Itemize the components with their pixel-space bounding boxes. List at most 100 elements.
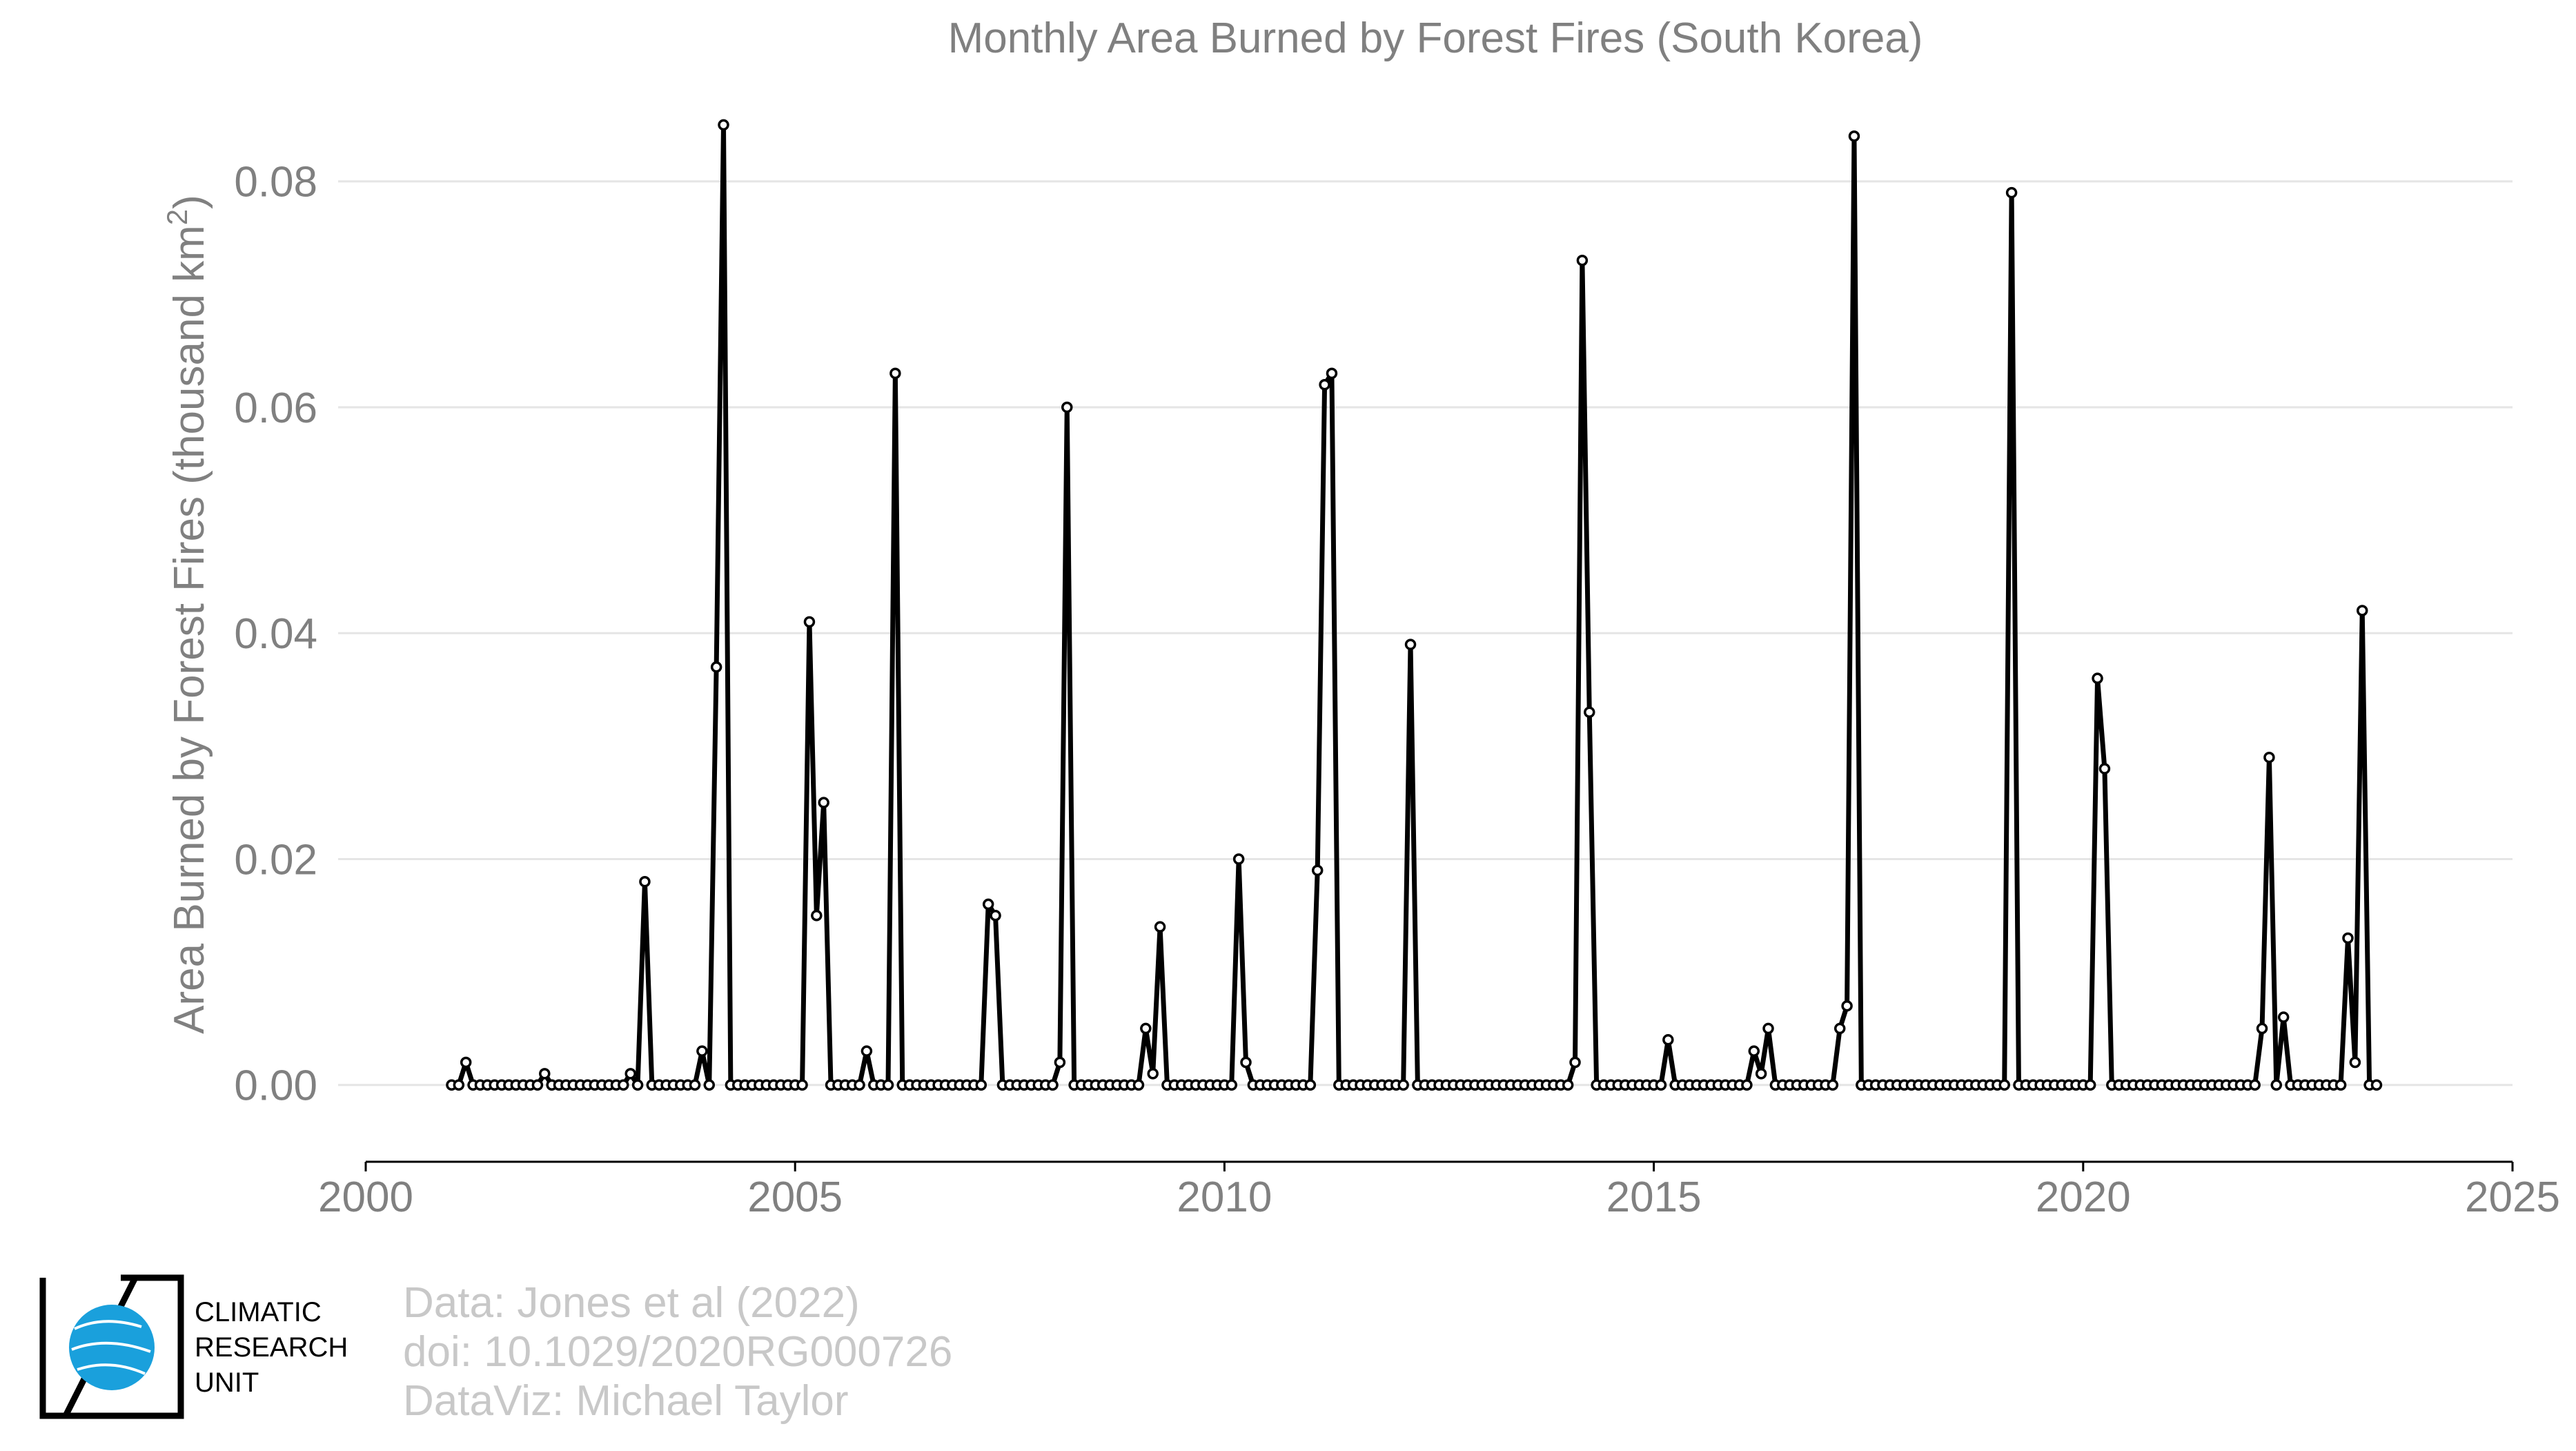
chart-title: Monthly Area Burned by Forest Fires (Sou…: [948, 14, 1923, 62]
data-point: [1061, 401, 1073, 413]
gridlines: [338, 180, 2513, 1087]
data-point: [2334, 1079, 2347, 1091]
data-point: [618, 1079, 629, 1091]
x-tick-label: 2000: [318, 1174, 413, 1221]
data-point: [796, 1079, 808, 1091]
data-point: [625, 1068, 636, 1080]
credit-data-source: Data: Jones et al (2022): [403, 1279, 860, 1327]
data-point: [2084, 1079, 2096, 1091]
data-point: [639, 875, 651, 888]
x-tick-label: 2015: [1606, 1174, 1702, 1221]
logo-text-line3: UNIT: [195, 1367, 259, 1398]
globe-swirl-3: [77, 1363, 146, 1375]
x-tick-label: 2025: [2465, 1174, 2560, 1221]
data-point: [1047, 1079, 1059, 1091]
data-point: [982, 898, 994, 910]
data-point: [696, 1045, 708, 1057]
data-point: [2249, 1079, 2261, 1091]
credit-doi: doi: 10.1029/2020RG000726: [403, 1328, 952, 1376]
data-point: [1662, 1034, 1674, 1046]
data-point: [1132, 1079, 1145, 1091]
data-point: [1054, 1056, 1066, 1069]
data-point: [861, 1045, 873, 1057]
data-point: [1397, 1079, 1409, 1091]
data-point: [1562, 1079, 1574, 1091]
data-point: [631, 1079, 644, 1091]
x-tick-label: 2010: [1177, 1174, 1272, 1221]
data-point: [1311, 864, 1324, 877]
data-point: [811, 910, 823, 922]
globe-swirl-2: [71, 1341, 151, 1353]
y-tick-label: 0.08: [234, 159, 317, 206]
data-point: [1319, 379, 1330, 391]
data-point: [1762, 1022, 1774, 1035]
x-ticks: 2000 2005 2010 2015 2020 2025: [318, 1162, 2560, 1221]
data-point: [2370, 1079, 2383, 1091]
logo-frame: [39, 1274, 184, 1419]
data-point: [1576, 255, 1589, 266]
y-axis-label-superscript: 2: [161, 209, 193, 225]
data-point: [2342, 932, 2354, 944]
data-point: [1655, 1079, 1667, 1091]
data-point: [882, 1079, 894, 1091]
data-point: [1827, 1079, 1839, 1091]
data-point: [718, 119, 729, 131]
data-point: [2256, 1022, 2268, 1035]
data-point: [2263, 751, 2275, 763]
globe-swirl-1: [74, 1320, 142, 1330]
y-tick-label: 0.06: [234, 384, 317, 432]
data-point: [453, 1079, 465, 1091]
data-point: [1147, 1068, 1159, 1080]
data-point: [975, 1079, 987, 1091]
cru-logo: CLIMATIC RESEARCH UNIT: [39, 1274, 348, 1419]
data-point: [710, 661, 722, 673]
y-tick-label: 0.04: [234, 610, 317, 658]
data-point: [818, 797, 829, 808]
data-point: [889, 367, 901, 380]
data-point: [2277, 1011, 2290, 1023]
data-point: [2270, 1079, 2283, 1091]
data-point: [854, 1079, 865, 1091]
data-points: [446, 119, 2383, 1091]
data-point: [1755, 1068, 1767, 1080]
data-point: [2092, 672, 2103, 684]
x-tick-label: 2020: [2036, 1174, 2131, 1221]
data-point: [1841, 1000, 1853, 1012]
data-point: [1833, 1022, 1846, 1035]
y-tick-label: 0.00: [234, 1062, 317, 1110]
data-point: [1326, 367, 1338, 380]
data-point: [1748, 1045, 1760, 1057]
data-point: [2349, 1056, 2361, 1069]
logo-text-line2: RESEARCH: [195, 1332, 348, 1363]
data-point: [1140, 1022, 1152, 1035]
data-point: [1584, 706, 1595, 719]
data-point: [1154, 921, 1166, 933]
y-axis-label-text: Area Burned by Forest Fires (thousand km: [166, 225, 213, 1034]
series-line: [451, 122, 2377, 1088]
data-point: [689, 1079, 701, 1091]
data-point: [2356, 605, 2368, 616]
data-point: [803, 616, 816, 628]
data-point: [1304, 1079, 1317, 1091]
data-point: [1240, 1056, 1252, 1069]
y-tick-label: 0.02: [234, 836, 317, 884]
data-point: [1569, 1056, 1581, 1069]
data-point: [1404, 639, 1417, 650]
data-point: [990, 910, 1001, 922]
y-axis-label: Area Burned by Forest Fires (thousand km…: [161, 195, 213, 1034]
data-point: [2098, 763, 2111, 775]
data-point: [703, 1079, 716, 1091]
y-axis-label-close: ): [166, 195, 213, 209]
data-point: [1232, 853, 1245, 865]
logo-text-line1: CLIMATIC: [195, 1297, 322, 1327]
data-point: [2005, 186, 2018, 199]
data-point: [1741, 1079, 1753, 1091]
x-tick-label: 2005: [747, 1174, 843, 1221]
data-point: [1848, 130, 1860, 142]
data-point: [460, 1056, 472, 1069]
data-point: [531, 1079, 544, 1091]
data-point: [539, 1068, 551, 1080]
data-point: [1998, 1079, 2010, 1091]
y-tick-labels: 0.00 0.02 0.04 0.06 0.08: [234, 159, 317, 1110]
